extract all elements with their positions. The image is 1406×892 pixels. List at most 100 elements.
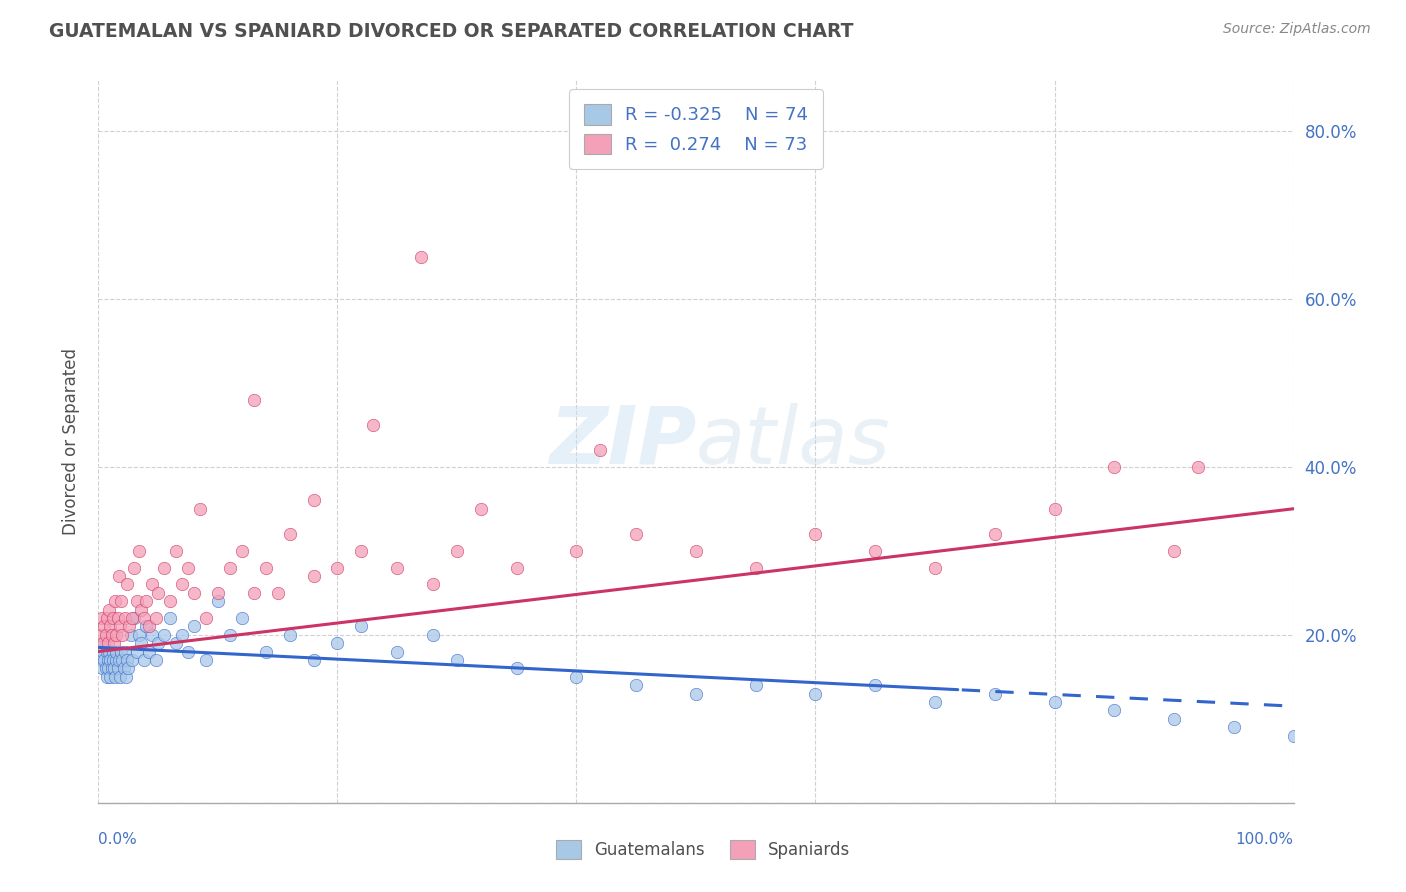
Point: [128, 628, 150, 642]
Point: [148, 636, 170, 650]
Point: [115, 653, 138, 667]
Point: [745, 678, 768, 692]
Point: [94, 661, 117, 675]
Point: [141, 628, 163, 642]
Point: [626, 678, 648, 692]
Point: [350, 619, 373, 633]
Point: [254, 560, 277, 574]
Point: [103, 661, 125, 675]
Point: [207, 594, 229, 608]
Point: [195, 611, 218, 625]
Legend: R = -0.325    N = 74, R =  0.274    N = 73: R = -0.325 N = 74, R = 0.274 N = 73: [569, 89, 823, 169]
Text: ZIP: ZIP: [548, 402, 696, 481]
Point: [94, 628, 117, 642]
Point: [1104, 459, 1126, 474]
Point: [153, 628, 176, 642]
Point: [165, 636, 187, 650]
Point: [159, 594, 181, 608]
Point: [254, 644, 277, 658]
Point: [121, 653, 143, 667]
Point: [924, 560, 946, 574]
Point: [138, 619, 160, 633]
Point: [446, 653, 468, 667]
Point: [101, 611, 124, 625]
Point: [865, 678, 887, 692]
Point: [172, 577, 194, 591]
Point: [114, 611, 136, 625]
Point: [107, 653, 129, 667]
Text: GUATEMALAN VS SPANIARD DIVORCED OR SEPARATED CORRELATION CHART: GUATEMALAN VS SPANIARD DIVORCED OR SEPAR…: [49, 22, 853, 41]
Point: [100, 661, 122, 675]
Point: [1043, 501, 1066, 516]
Point: [124, 560, 146, 574]
Point: [97, 636, 120, 650]
Point: [1043, 695, 1066, 709]
Point: [626, 527, 648, 541]
Point: [385, 560, 409, 574]
Point: [107, 661, 129, 675]
Point: [91, 661, 114, 675]
Point: [195, 653, 218, 667]
Point: [125, 644, 148, 658]
Point: [1282, 729, 1305, 743]
Point: [326, 560, 349, 574]
Point: [804, 687, 827, 701]
Point: [118, 619, 141, 633]
Point: [278, 527, 301, 541]
Point: [111, 628, 134, 642]
Point: [219, 628, 242, 642]
Point: [108, 670, 131, 684]
Point: [125, 594, 148, 608]
Point: [105, 653, 128, 667]
Point: [110, 644, 132, 658]
Point: [91, 611, 114, 625]
Point: [114, 644, 136, 658]
Point: [98, 619, 122, 633]
Point: [243, 586, 266, 600]
Point: [565, 543, 588, 558]
Point: [177, 560, 200, 574]
Point: [101, 644, 124, 658]
Point: [132, 611, 155, 625]
Text: 100.0%: 100.0%: [1236, 831, 1294, 847]
Point: [924, 695, 946, 709]
Point: [685, 687, 707, 701]
Point: [117, 661, 139, 675]
Point: [302, 653, 325, 667]
Point: [984, 527, 1007, 541]
Point: [385, 644, 409, 658]
Point: [165, 543, 187, 558]
Legend: Guatemalans, Spaniards: Guatemalans, Spaniards: [550, 833, 856, 866]
Point: [1163, 543, 1185, 558]
Point: [685, 543, 707, 558]
Point: [145, 653, 167, 667]
Point: [98, 670, 122, 684]
Y-axis label: Divorced or Separated: Divorced or Separated: [62, 348, 80, 535]
Point: [172, 628, 194, 642]
Point: [96, 670, 118, 684]
Point: [131, 602, 153, 616]
Point: [506, 661, 529, 675]
Point: [219, 560, 242, 574]
Text: Source: ZipAtlas.com: Source: ZipAtlas.com: [1223, 22, 1371, 37]
Point: [91, 644, 114, 658]
Point: [91, 636, 114, 650]
Point: [231, 611, 253, 625]
Point: [422, 577, 444, 591]
Point: [96, 644, 118, 658]
Point: [589, 442, 612, 457]
Point: [97, 653, 120, 667]
Point: [350, 543, 373, 558]
Point: [267, 586, 290, 600]
Point: [93, 636, 115, 650]
Point: [100, 628, 122, 642]
Point: [1187, 459, 1209, 474]
Point: [183, 619, 205, 633]
Point: [111, 653, 134, 667]
Point: [97, 661, 120, 675]
Point: [1163, 712, 1185, 726]
Point: [278, 628, 301, 642]
Point: [105, 628, 128, 642]
Point: [188, 501, 211, 516]
Point: [120, 628, 142, 642]
